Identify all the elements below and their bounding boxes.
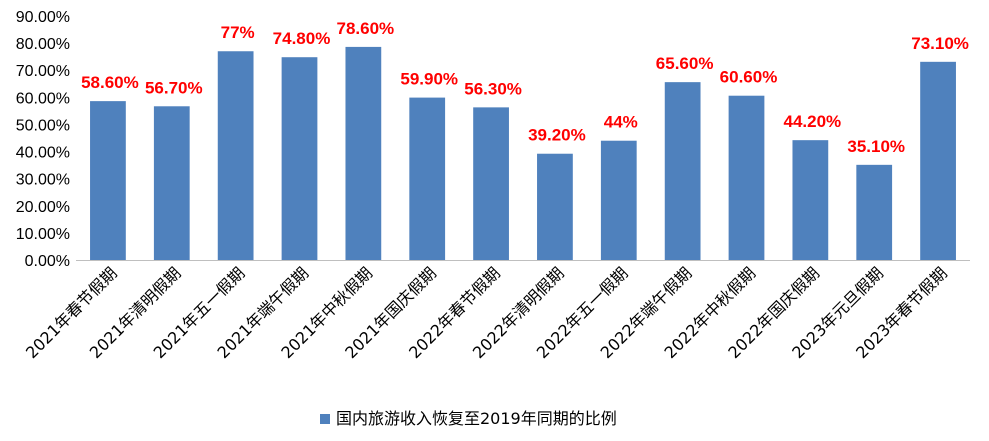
y-tick-label: 40.00% (16, 145, 70, 162)
bar (537, 153, 573, 260)
y-tick-label: 70.00% (16, 63, 70, 80)
data-label: 60.60% (720, 68, 778, 87)
bars-group (90, 46, 956, 261)
bar (728, 95, 765, 260)
y-tick-label: 20.00% (16, 199, 70, 216)
data-labels-group: 58.60% 56.70% 77% 74.80% 78.60% 59.90% 56.30% 3… (81, 19, 969, 156)
data-label: 56.30% (464, 79, 522, 98)
category-labels-group: 2021年春节假期2021年清明假期2021年五一假期2021年端午假期2021… (22, 263, 951, 362)
data-label: 78.60% (337, 19, 395, 38)
data-label: 74.80% (273, 29, 331, 48)
data-label: 35.10% (847, 137, 905, 156)
legend: 国内旅游收入恢复至2019年同期的比例 (320, 409, 617, 428)
data-label: 73.10% (911, 34, 969, 53)
bar (90, 101, 126, 260)
bar (920, 61, 956, 260)
y-tick-label: 90.00% (16, 9, 70, 26)
y-tick-label: 50.00% (16, 117, 70, 134)
y-tick-label: 80.00% (16, 36, 70, 53)
y-tick-label: 0.00% (25, 253, 70, 270)
data-label: 77% (221, 23, 255, 42)
bar (664, 82, 701, 260)
bar (600, 140, 637, 260)
data-label: 39.20% (528, 126, 586, 145)
data-label: 58.60% (81, 73, 139, 92)
data-label: 59.90% (400, 70, 458, 89)
y-tick-label: 60.00% (16, 90, 70, 107)
data-label: 56.70% (145, 78, 203, 97)
bar (217, 51, 254, 260)
bar (856, 164, 893, 260)
bar (153, 106, 190, 260)
bar (792, 140, 829, 260)
bar (345, 46, 382, 261)
data-label: 44.20% (784, 112, 842, 131)
bar (473, 107, 509, 260)
bar (409, 97, 446, 260)
y-axis-ticks: 0.00% 10.00% 20.00% 30.00% 40.00% 50.00% 60.00… (16, 9, 70, 270)
data-label: 65.60% (656, 54, 714, 73)
legend-swatch (320, 414, 330, 424)
data-label: 44% (604, 113, 638, 132)
bar (281, 57, 318, 260)
legend-series-label: 国内旅游收入恢复至2019年同期的比例 (336, 409, 617, 428)
y-tick-label: 30.00% (16, 172, 70, 189)
y-tick-label: 10.00% (16, 226, 70, 243)
